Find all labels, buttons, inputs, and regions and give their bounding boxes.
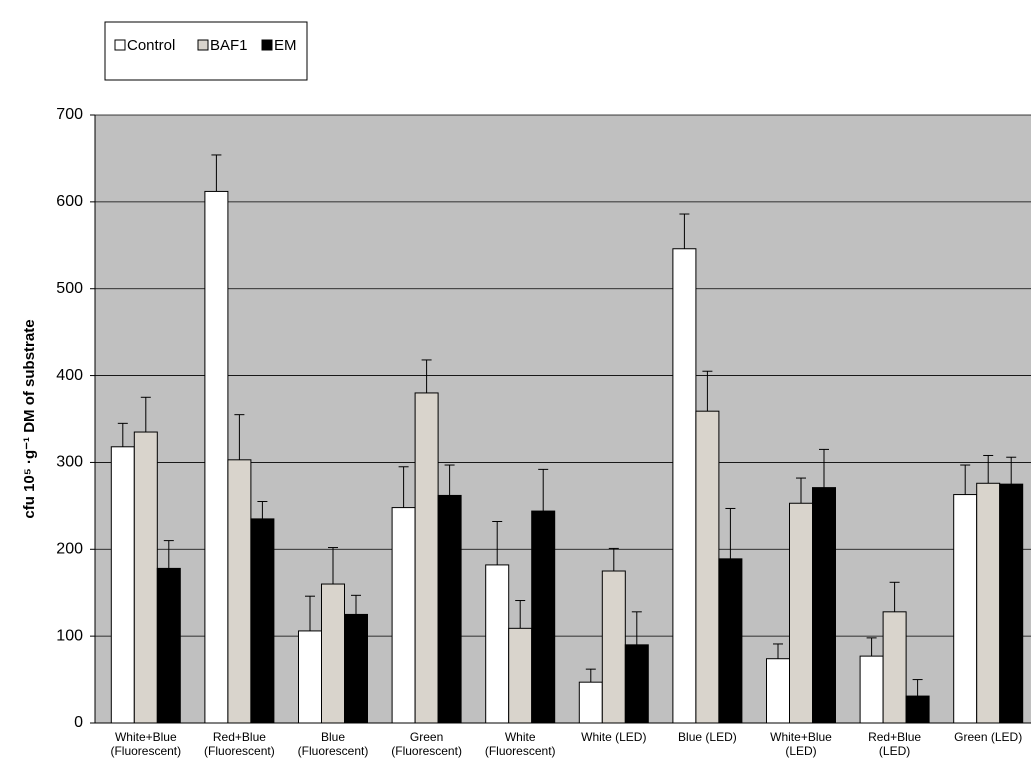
error-bar: [211, 154, 222, 192]
bar: [859, 655, 884, 724]
y-tick-label: 0: [74, 714, 83, 731]
error-bar: [631, 611, 642, 645]
bar: [718, 558, 743, 724]
y-tick-label: 100: [56, 627, 83, 644]
error-bar: [983, 454, 994, 484]
error-bar: [421, 359, 432, 393]
bar: [344, 613, 368, 724]
error-bar: [679, 213, 690, 249]
bar: [250, 518, 275, 724]
error-bar: [257, 501, 268, 519]
error-bar: [351, 594, 361, 615]
legend-label: BAF1: [210, 37, 248, 54]
bar: [999, 483, 1024, 724]
bar: [531, 510, 556, 724]
error-bar: [305, 595, 315, 631]
bar: [391, 507, 416, 724]
error-bar: [538, 468, 549, 512]
bar: [601, 570, 626, 724]
x-tick-label: Blue (Fluorescent): [298, 730, 369, 758]
error-bar: [515, 600, 526, 629]
bar: [227, 459, 252, 724]
bar: [414, 392, 439, 724]
y-axis-label: cfu 10⁵ ·g⁻¹ DM of substrate: [21, 319, 38, 518]
bar: [298, 630, 322, 724]
x-tick-label: White (LED): [581, 730, 646, 744]
error-bar: [773, 643, 783, 659]
bar: [695, 410, 720, 724]
bar: [882, 611, 907, 724]
bar: [133, 431, 158, 724]
x-tick-label: White+Blue (Fluorescent): [110, 730, 181, 758]
x-tick-label: Red+Blue (Fluorescent): [204, 730, 275, 758]
bar: [508, 627, 533, 724]
error-bar: [608, 547, 619, 571]
bar: [485, 564, 510, 724]
error-bar: [960, 464, 971, 495]
bar: [766, 658, 790, 724]
error-bar: [819, 448, 829, 488]
y-tick-label: 400: [56, 367, 83, 384]
bar: [321, 583, 345, 724]
bar: [672, 248, 697, 724]
error-bar: [796, 477, 806, 504]
error-bar: [1006, 456, 1017, 485]
y-tick-label: 200: [56, 541, 83, 558]
legend-swatch: [197, 39, 209, 51]
error-bar: [702, 370, 713, 412]
error-bar: [328, 547, 338, 585]
y-tick-label: 700: [56, 106, 83, 123]
error-bar: [163, 540, 174, 569]
y-tick-label: 600: [56, 193, 83, 210]
error-bar: [234, 414, 245, 460]
legend-label: Control: [127, 37, 175, 54]
y-tick-label: 500: [56, 280, 83, 297]
y-tick-label: 300: [56, 454, 83, 471]
x-tick-label: White+Blue (LED): [770, 730, 832, 758]
error-bar: [398, 466, 409, 508]
error-bar: [585, 668, 596, 683]
bar: [437, 494, 462, 724]
x-tick-label: Green (Fluorescent): [391, 730, 462, 758]
bar: [110, 446, 135, 724]
error-bar: [117, 422, 128, 447]
error-bar: [444, 464, 455, 496]
bar: [976, 482, 1001, 724]
error-bar: [866, 637, 877, 657]
error-bar: [725, 507, 736, 559]
x-tick-label: Red+Blue (LED): [868, 730, 921, 758]
error-bar: [912, 679, 923, 697]
bar: [204, 190, 229, 724]
error-bar: [140, 396, 151, 433]
x-tick-label: Blue (LED): [678, 730, 737, 744]
legend: [104, 21, 308, 81]
legend-label: EM: [274, 37, 297, 54]
bar: [578, 681, 603, 724]
error-bar: [492, 520, 503, 565]
legend-swatch: [261, 39, 273, 51]
bar: [789, 502, 813, 724]
x-tick-label: Green (LED): [954, 730, 1022, 744]
error-bar: [889, 581, 900, 612]
bar: [812, 487, 836, 724]
bar: [624, 644, 649, 724]
legend-swatch: [114, 39, 126, 51]
bar: [156, 567, 181, 724]
x-tick-label: White (Fluorescent): [485, 730, 556, 758]
bar: [953, 494, 978, 724]
bar: [905, 695, 930, 724]
